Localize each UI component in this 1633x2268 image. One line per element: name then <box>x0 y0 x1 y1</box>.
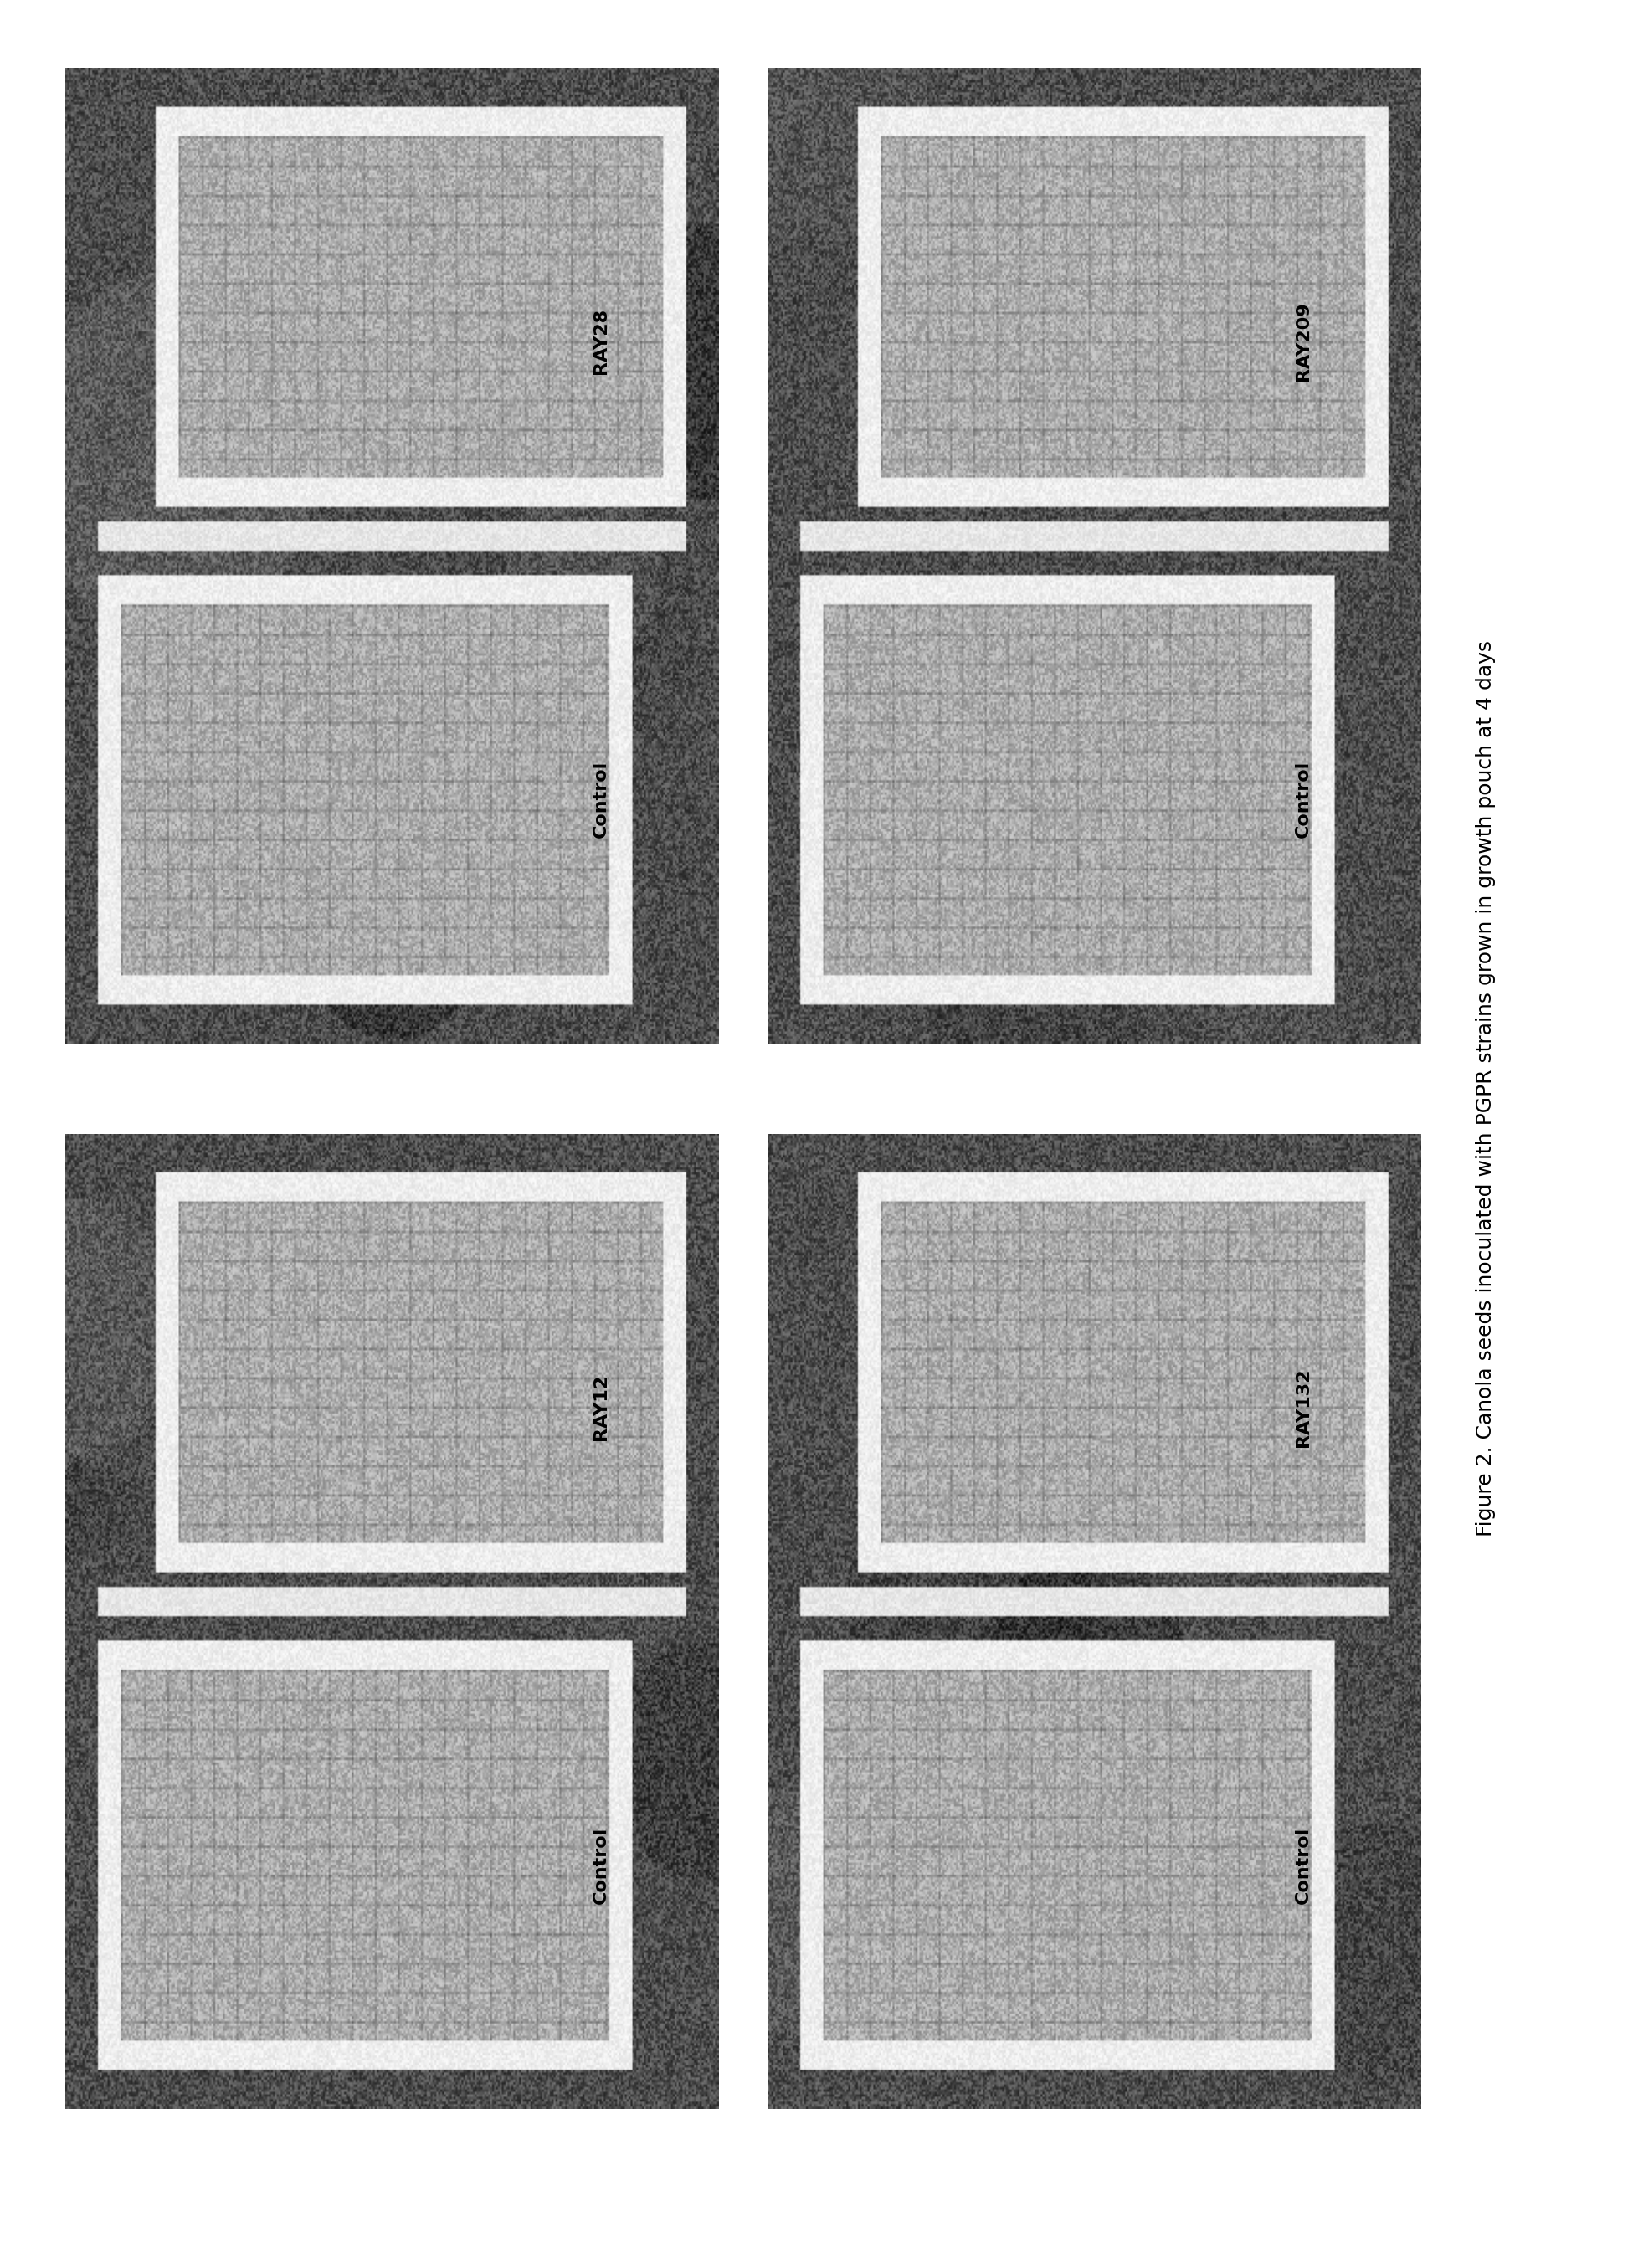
Text: RAY132: RAY132 <box>1295 1368 1311 1447</box>
Text: RAY28: RAY28 <box>593 308 609 374</box>
Text: Control: Control <box>593 760 609 839</box>
Text: RAY209: RAY209 <box>1295 302 1311 381</box>
Text: Control: Control <box>593 1826 609 1905</box>
Text: Figure 2. Canola seeds inoculated with PGPR strains grown in growth pouch at 4 d: Figure 2. Canola seeds inoculated with P… <box>1476 640 1496 1538</box>
Text: Control: Control <box>1295 760 1311 839</box>
Text: RAY12: RAY12 <box>593 1374 609 1440</box>
Text: Control: Control <box>1295 1826 1311 1905</box>
